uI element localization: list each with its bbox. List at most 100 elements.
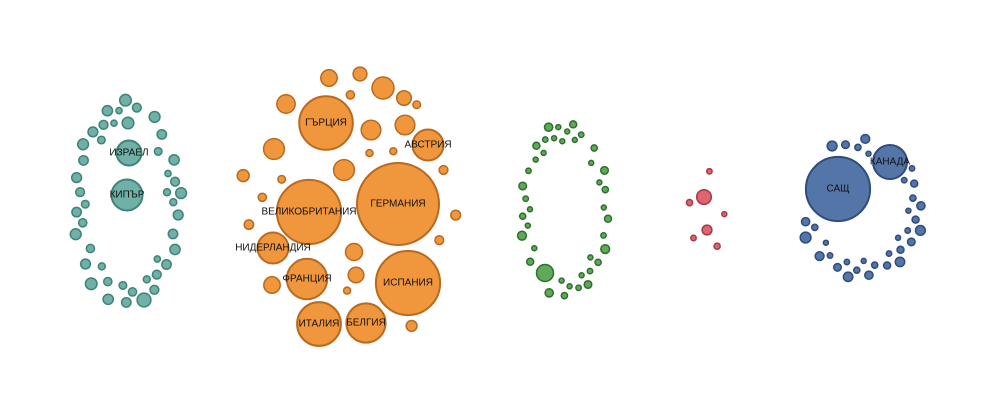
bubble [142, 275, 152, 284]
bubble [894, 234, 902, 242]
bubble [860, 257, 867, 265]
bubble [842, 271, 854, 283]
bubble [169, 197, 178, 207]
bubble [110, 178, 144, 212]
bubble [172, 209, 184, 221]
bubble [71, 206, 83, 218]
bubble [575, 284, 583, 292]
bubble [115, 139, 143, 167]
bubble [543, 122, 554, 133]
bubble [131, 102, 142, 113]
bubble [532, 141, 541, 151]
bubble [843, 258, 851, 266]
bubble [256, 231, 290, 265]
bubble [236, 168, 250, 183]
bubble [360, 119, 382, 141]
bubble [600, 231, 607, 239]
bubble [840, 140, 851, 150]
bubble [860, 133, 871, 145]
bubble [566, 283, 573, 290]
bubble [524, 222, 532, 229]
bubble [690, 234, 697, 242]
bubble [262, 137, 286, 161]
bubble [571, 136, 579, 144]
bubble [96, 135, 106, 145]
bubble [395, 89, 413, 107]
bubble [277, 174, 287, 184]
bubble [149, 284, 160, 295]
bubble [577, 131, 585, 139]
bubble [110, 119, 118, 128]
bubble [344, 242, 364, 262]
bubble [412, 100, 422, 110]
bubble [900, 176, 908, 184]
bubble [909, 194, 917, 202]
bubble [518, 181, 528, 191]
bubble [365, 148, 374, 158]
bubble [450, 209, 462, 221]
bubble [532, 156, 539, 163]
bubble [411, 128, 445, 162]
bubble [905, 207, 912, 214]
bubble [169, 243, 181, 256]
bubble [87, 126, 99, 138]
bubble [127, 287, 138, 297]
bubble [342, 286, 352, 295]
bubble [276, 94, 296, 114]
bubble [814, 250, 825, 262]
bubble [526, 206, 534, 213]
labels-layer: КИПЪРИЗРАЕЛГЕРМАНИЯИСПАНИЯВЕЛИКОБРИТАНИЯ… [109, 118, 910, 330]
bubble [852, 266, 861, 275]
bubble [540, 149, 547, 157]
bubble [541, 136, 549, 144]
bubble [394, 114, 416, 136]
bubble [168, 154, 180, 166]
bubble [74, 186, 86, 198]
bubble [101, 104, 114, 117]
bubble [587, 159, 595, 167]
bubble [298, 95, 354, 151]
bubble [904, 227, 912, 234]
bubble [69, 228, 82, 241]
bubble [544, 288, 555, 298]
bubble [800, 216, 811, 227]
bubble [285, 257, 329, 301]
bubble [916, 200, 926, 211]
bubble [153, 146, 163, 156]
bubble [885, 250, 893, 258]
bubble [600, 243, 611, 255]
bubble [525, 257, 535, 267]
bubble [914, 224, 927, 237]
bubble [102, 293, 115, 306]
bubble [257, 192, 268, 203]
bubble [563, 128, 571, 135]
bubble [600, 204, 608, 211]
bubble [243, 219, 255, 231]
bubble [854, 143, 862, 152]
bubble [518, 212, 527, 221]
bubble [148, 110, 161, 124]
bubble [721, 210, 728, 218]
bubble [162, 187, 172, 197]
bubble [550, 134, 558, 142]
bubble [332, 158, 356, 182]
bubble [559, 137, 566, 145]
bubble [174, 186, 188, 200]
bubble [80, 199, 90, 209]
bubble [167, 228, 179, 240]
bubble [822, 239, 830, 246]
bubble [121, 116, 135, 130]
bubble [603, 214, 613, 224]
bubble [84, 277, 98, 291]
bubble [695, 188, 713, 206]
bubble [153, 255, 162, 263]
bubble [263, 276, 281, 294]
bubble [77, 217, 88, 228]
bubble [578, 272, 585, 279]
bubble [136, 292, 152, 308]
bubble [405, 319, 418, 333]
bubble [389, 146, 398, 156]
bubble [908, 164, 916, 172]
bubble [275, 178, 343, 246]
bubble [864, 270, 874, 281]
